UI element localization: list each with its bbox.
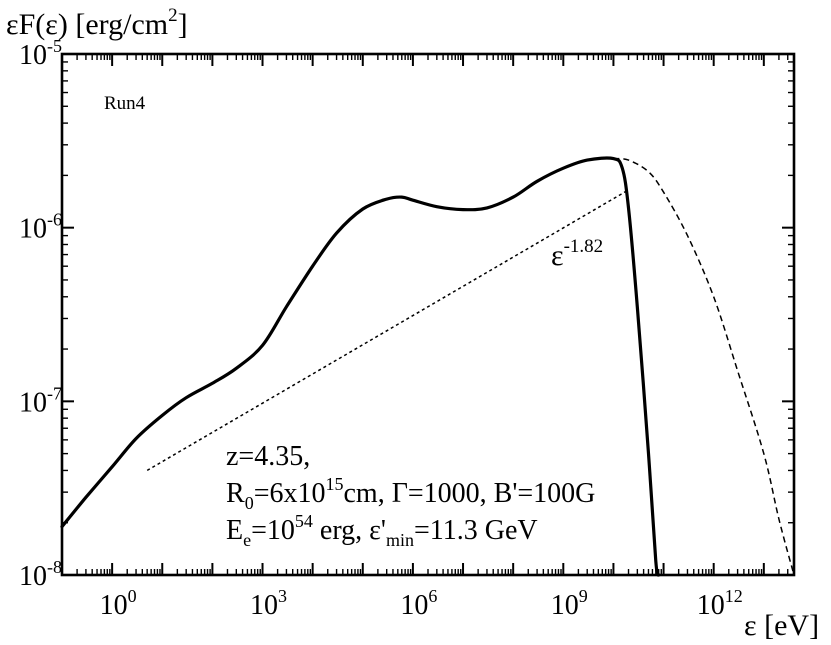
x-tick-label: 1012: [697, 586, 743, 621]
x-tick-label: 106: [400, 586, 437, 621]
y-tick-label: 10-5: [19, 36, 62, 71]
y-axis-label-close: ]: [178, 8, 188, 41]
y-axis-label-sup: 2: [168, 5, 178, 26]
series-line-dashed: [613, 157, 795, 576]
param-r-value: =6x10: [254, 478, 326, 509]
param-e-exp: 54: [295, 511, 313, 531]
param-r-exp: 15: [325, 474, 343, 494]
param-e: E: [226, 515, 243, 546]
param-eps: erg, ε': [313, 515, 386, 546]
y-tick-label: 10-7: [19, 383, 62, 418]
param-eps-sub: min: [386, 530, 414, 550]
series-line-dotted: [146, 189, 629, 472]
slope-annotation: ε-1.82: [551, 236, 603, 272]
x-axis-label: ε [eV]: [744, 609, 819, 642]
param-rest: cm, Γ=1000, B'=100G: [343, 478, 595, 509]
y-axis-label-main: εF(ε) [erg/cm: [6, 8, 168, 41]
x-tick-label: 100: [100, 586, 137, 621]
y-tick-label: 10-6: [19, 210, 62, 245]
param-line-1: z=4.35,: [226, 441, 310, 472]
param-line-3: Ee=1054 erg, ε'min=11.3 GeV: [226, 511, 538, 550]
slope-annotation-exp: -1.82: [564, 236, 604, 257]
param-e-value: =10: [251, 515, 295, 546]
axis-tick-labels: 100 103 106 109 1012 10-5 10-6 10-7 10-8: [19, 36, 743, 621]
param-e-sub: e: [243, 530, 251, 550]
slope-annotation-base: ε: [551, 239, 564, 272]
param-eps-value: =11.3 GeV: [414, 515, 538, 546]
y-axis-label: εF(ε) [erg/cm2]: [6, 5, 188, 41]
param-line-2: R0=6x1015cm, Γ=1000, B'=100G: [226, 474, 595, 513]
param-r: R: [226, 478, 245, 509]
x-tick-label: 109: [551, 586, 588, 621]
x-tick-label: 103: [250, 586, 287, 621]
series-line-solid: [60, 156, 661, 577]
param-r-sub: 0: [245, 493, 254, 513]
run-label: Run4: [104, 93, 146, 114]
series-layer: [60, 156, 795, 577]
y-tick-label: 10-8: [19, 557, 62, 592]
axis-ticks: [61, 53, 795, 576]
